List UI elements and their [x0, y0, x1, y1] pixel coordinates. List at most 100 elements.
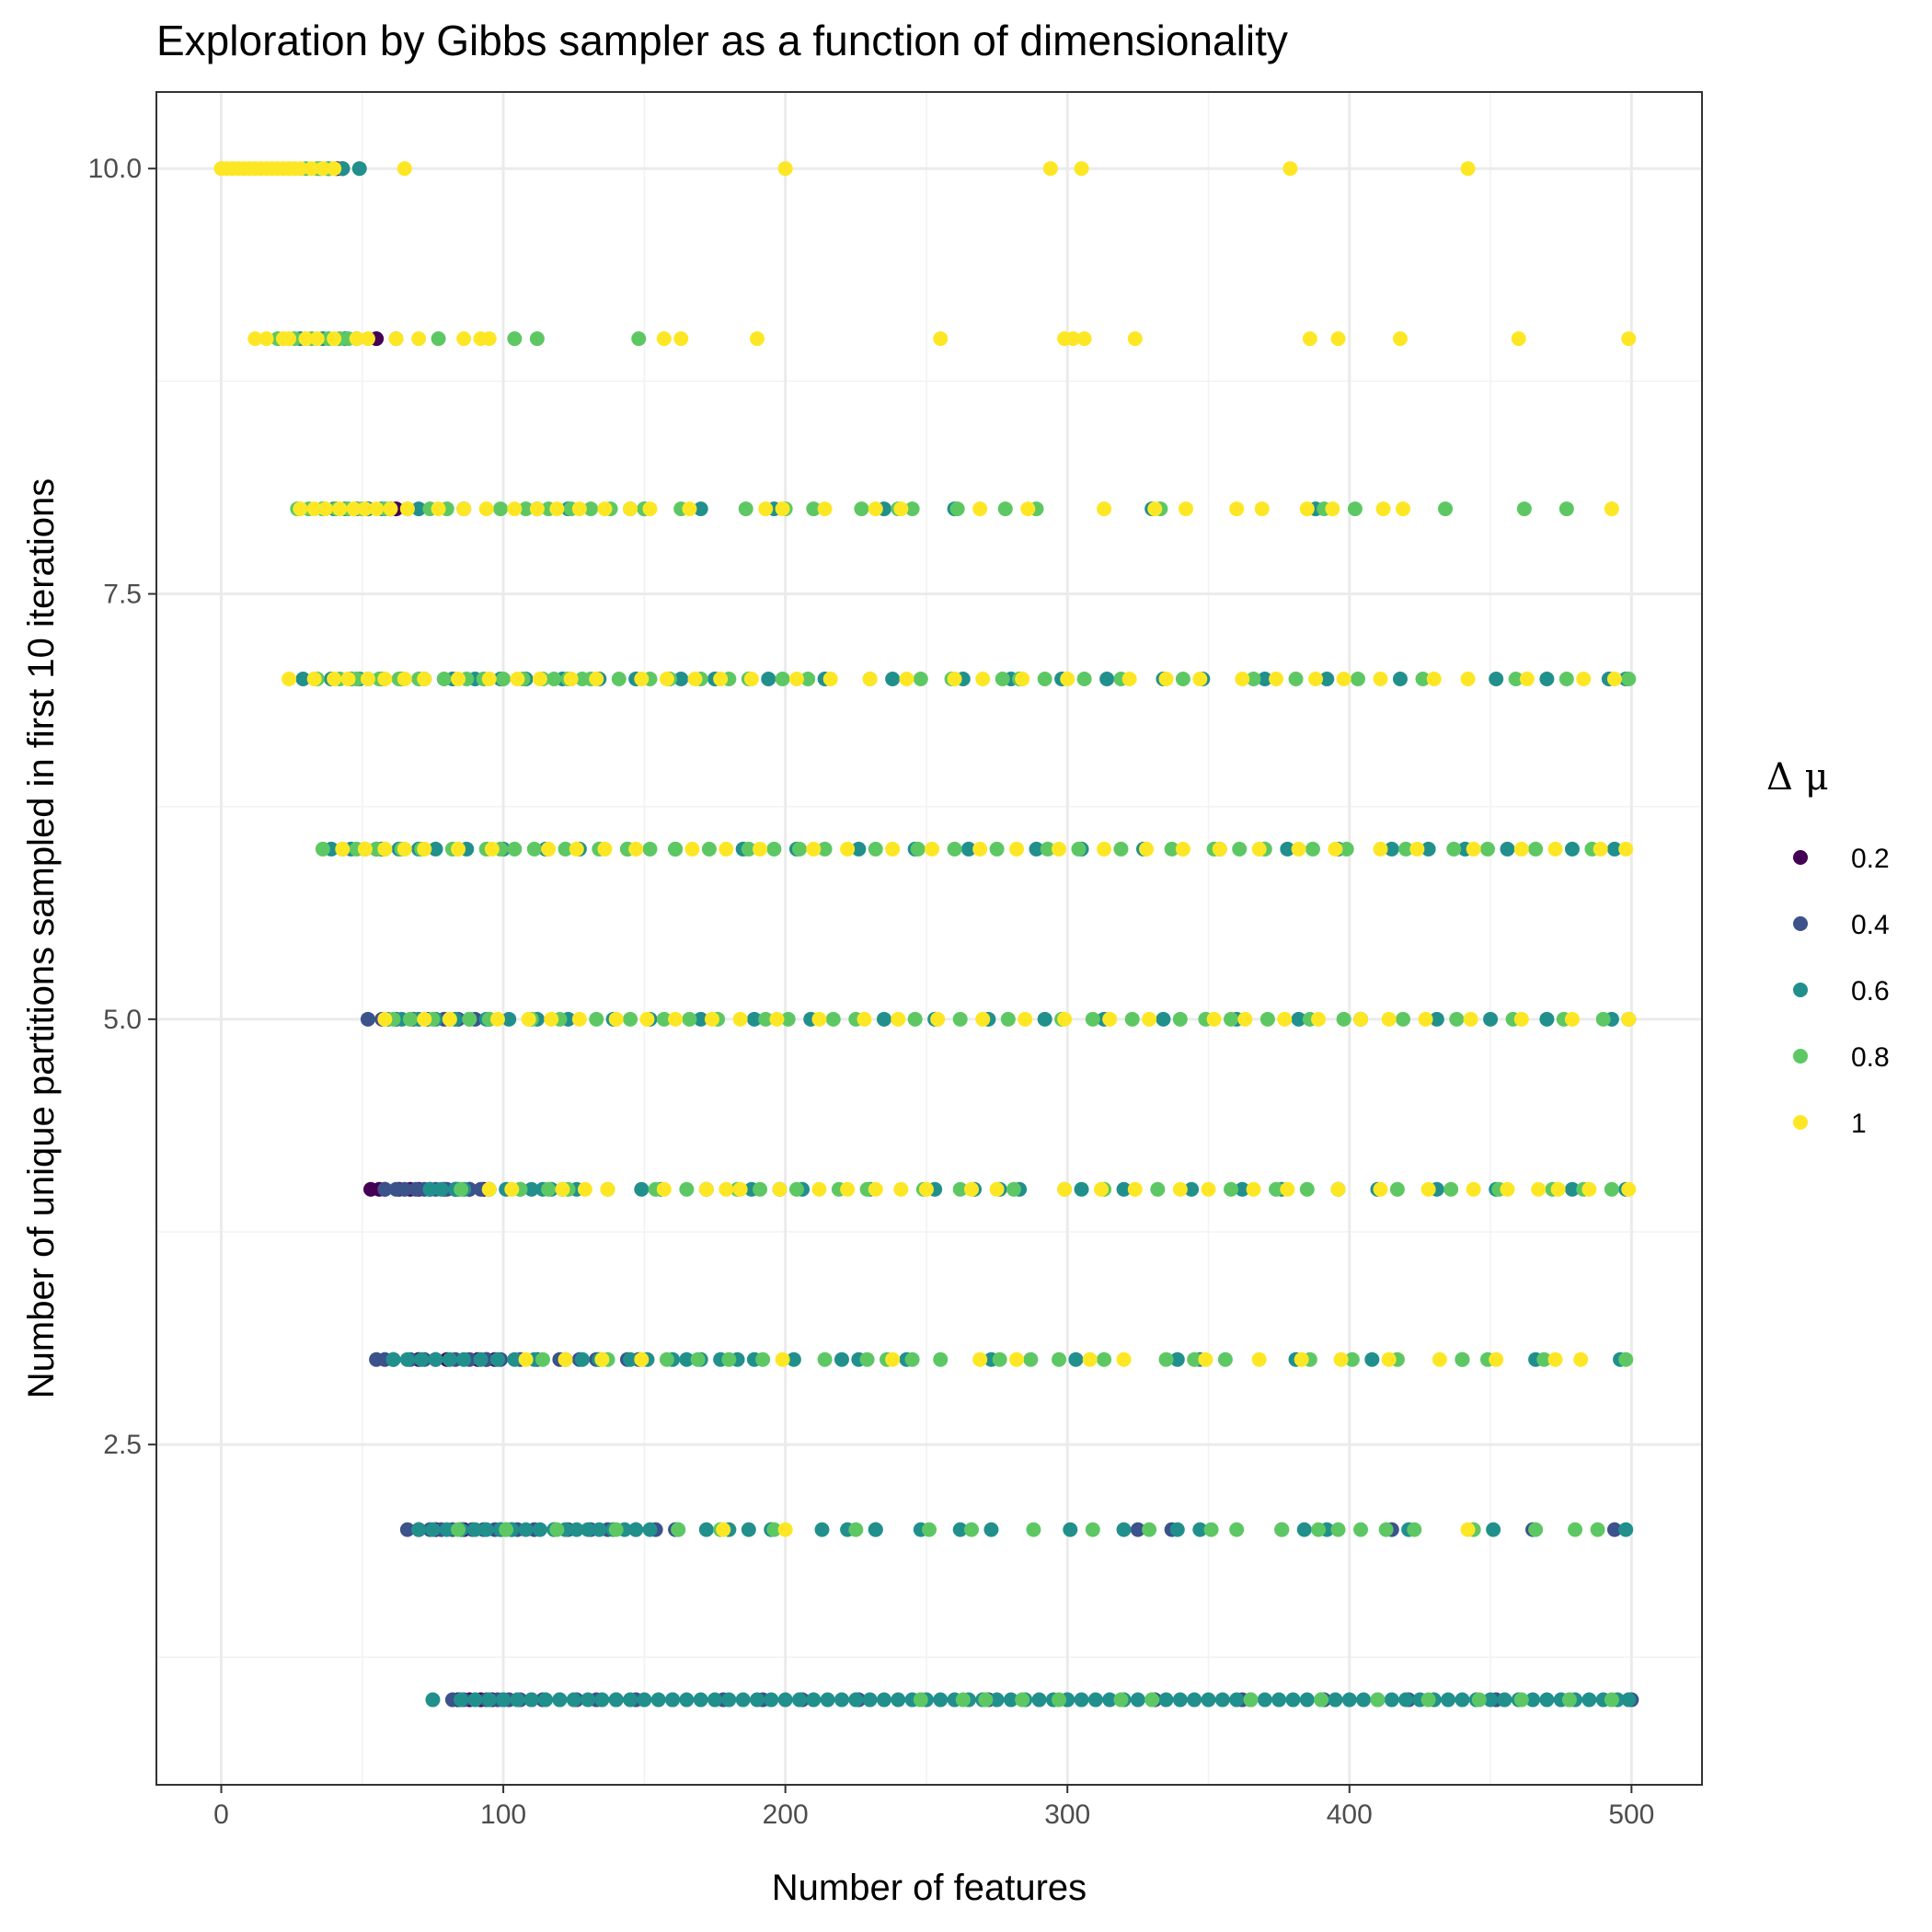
- data-point: [1065, 331, 1081, 347]
- data-point: [972, 841, 988, 857]
- data-point: [704, 1011, 719, 1027]
- data-point: [741, 841, 756, 857]
- data-point: [1398, 1692, 1414, 1708]
- data-point: [918, 1181, 934, 1197]
- data-point: [673, 331, 689, 347]
- data-point: [1558, 671, 1574, 686]
- data-point: [868, 501, 883, 517]
- data-point: [682, 501, 697, 517]
- data-point: [608, 1011, 624, 1027]
- data-point: [436, 671, 452, 686]
- data-point: [306, 671, 322, 686]
- data-point: [1217, 1351, 1233, 1367]
- data-point: [1539, 1692, 1555, 1708]
- data-point: [1212, 841, 1227, 857]
- data-point: [383, 501, 398, 517]
- data-point: [1449, 1011, 1465, 1027]
- data-point: [1164, 841, 1179, 857]
- data-point: [1486, 1522, 1501, 1537]
- data-point: [518, 1522, 534, 1537]
- data-point: [891, 1011, 906, 1027]
- data-point: [1561, 1692, 1577, 1708]
- data-point: [1420, 1692, 1436, 1708]
- data-point: [642, 841, 658, 857]
- data-point: [1169, 1351, 1185, 1367]
- data-point: [735, 1692, 751, 1708]
- data-point: [422, 1181, 438, 1197]
- data-point: [791, 841, 807, 857]
- data-point: [1144, 1692, 1160, 1708]
- data-point: [1102, 1011, 1118, 1027]
- data-point: [933, 331, 949, 347]
- data-point: [1443, 1181, 1459, 1197]
- data-point: [1618, 841, 1634, 857]
- data-point: [1116, 1522, 1132, 1537]
- data-point: [753, 841, 768, 857]
- data-point: [732, 1181, 748, 1197]
- data-point: [1418, 1011, 1433, 1027]
- data-point: [456, 501, 472, 517]
- legend-key: [1793, 850, 1808, 865]
- data-point: [507, 331, 523, 347]
- data-point: [1130, 1692, 1145, 1708]
- data-point: [1336, 671, 1351, 686]
- data-point: [925, 841, 940, 857]
- data-point: [1116, 1181, 1132, 1197]
- data-point: [1480, 841, 1496, 857]
- data-point: [848, 1692, 864, 1708]
- data-point: [628, 1522, 644, 1537]
- data-point: [1353, 1011, 1369, 1027]
- data-point: [1251, 1351, 1267, 1367]
- data-point: [510, 1692, 525, 1708]
- data-point: [1460, 671, 1476, 686]
- data-point: [952, 1522, 968, 1537]
- x-tick-label: 300: [1044, 1800, 1090, 1830]
- data-point: [1224, 1181, 1239, 1197]
- data-point: [1015, 1692, 1030, 1708]
- data-point: [583, 501, 599, 517]
- series-0.6: [293, 161, 1637, 1708]
- data-point: [1621, 671, 1637, 686]
- data-point: [507, 1351, 523, 1367]
- data-point: [1097, 841, 1112, 857]
- data-point: [766, 841, 782, 857]
- data-point: [1370, 1692, 1386, 1708]
- data-point: [857, 1011, 872, 1027]
- y-tick-label: 2.5: [103, 1430, 142, 1460]
- data-point: [1040, 841, 1055, 857]
- data-point: [755, 1351, 771, 1367]
- data-point: [1621, 331, 1637, 347]
- data-point: [1172, 1181, 1188, 1197]
- data-point: [518, 1351, 534, 1367]
- data-point: [743, 671, 759, 686]
- data-point: [309, 331, 325, 347]
- data-point: [1576, 671, 1592, 686]
- data-point: [507, 501, 523, 517]
- data-point: [1097, 501, 1112, 517]
- data-point: [1550, 1181, 1566, 1197]
- y-axis-ticks: 2.5 5.0 7.5 10.0: [88, 154, 156, 1460]
- data-point: [592, 1522, 607, 1537]
- data-point: [349, 331, 364, 347]
- legend-label: 0.8: [1851, 1042, 1890, 1073]
- data-point: [1102, 1692, 1118, 1708]
- data-point: [1139, 841, 1155, 857]
- data-point: [451, 1522, 466, 1537]
- data-point: [1483, 1692, 1499, 1708]
- data-point: [1187, 1692, 1202, 1708]
- data-point: [775, 1351, 790, 1367]
- data-point: [1333, 1351, 1349, 1367]
- data-point: [1336, 1011, 1351, 1027]
- data-point: [489, 1011, 505, 1027]
- data-point: [772, 1181, 788, 1197]
- data-point: [1042, 161, 1058, 177]
- data-point: [399, 1351, 415, 1367]
- data-point: [913, 671, 928, 686]
- data-point: [1147, 501, 1163, 517]
- data-point: [1396, 1011, 1411, 1027]
- data-point: [788, 1181, 804, 1197]
- data-point: [1071, 841, 1087, 857]
- data-point: [327, 671, 342, 686]
- data-point: [1398, 841, 1414, 857]
- data-point: [481, 1692, 497, 1708]
